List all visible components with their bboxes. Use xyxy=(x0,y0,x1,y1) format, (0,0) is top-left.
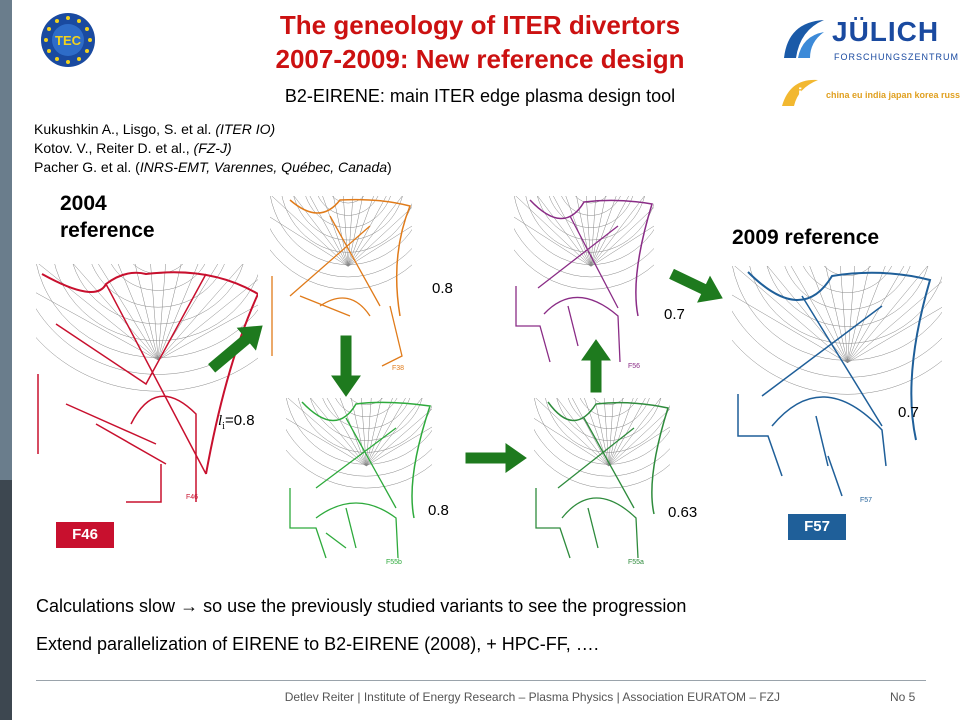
tec-logo-text: TEC xyxy=(55,33,82,48)
li-label: li=0.8 xyxy=(218,412,255,432)
iter-logo: iter china eu india japan korea russia u… xyxy=(780,76,960,110)
arrow-f56-to-f57 xyxy=(669,268,723,303)
divertor-panel-f56: F56 xyxy=(514,196,654,370)
bullet-line-2: Extend parallelization of EIRENE to B2-E… xyxy=(36,634,599,654)
iter-partners-text: china eu india japan korea russia usa xyxy=(826,90,960,100)
panel-label-f55a: F55a xyxy=(628,559,644,566)
ref-2004-label: 2004 reference xyxy=(60,192,155,242)
title-line-1: The geneology of ITER divertors xyxy=(279,10,681,40)
footer-text: Detlev Reiter | Institute of Energy Rese… xyxy=(284,690,780,704)
julich-logo-subtext: FORSCHUNGSZENTRUM xyxy=(834,52,959,62)
value-f56: 0.7 xyxy=(664,306,685,323)
panel-label-f38: F38 xyxy=(392,365,404,372)
ref-2009-label: 2009 reference xyxy=(732,226,880,249)
sidebar-accent-bottom xyxy=(0,480,12,720)
author-list: Kukushkin A., Lisgo, S. et al. (ITER IO)… xyxy=(34,120,392,177)
divertor-panel-f46: F46 xyxy=(36,264,258,503)
divertor-panel-f38: F38 xyxy=(270,196,412,372)
sidebar-accent-top xyxy=(0,0,12,480)
arrow-f55b-to-f55a xyxy=(465,443,527,473)
badge-f57: F57 xyxy=(788,514,846,540)
iter-swirl-icon xyxy=(782,79,818,106)
badge-f46: F46 xyxy=(56,522,114,548)
bullet-line-1: Calculations slow → so use the previousl… xyxy=(36,596,687,616)
author-line-2: Kotov. V., Reiter D. et al., (FZ-J) xyxy=(34,140,232,156)
panel-label-f56: F56 xyxy=(628,363,640,370)
tec-logo: TEC xyxy=(41,13,95,67)
value-f57: 0.7 xyxy=(898,404,919,421)
divertor-panel-f57: F57 xyxy=(732,266,942,504)
value-f55b: 0.8 xyxy=(428,502,449,519)
page-subtitle: B2-EIRENE: main ITER edge plasma design … xyxy=(284,86,676,106)
julich-logo-text: JÜLICH xyxy=(832,16,940,47)
iter-logo-text: iter xyxy=(798,86,823,103)
divertor-panel-f55b: F55b xyxy=(286,398,432,566)
author-line-3: Pacher G. et al. (INRS-EMT, Varennes, Qu… xyxy=(34,159,392,175)
value-f38: 0.8 xyxy=(432,280,453,297)
author-line-1: Kukushkin A., Lisgo, S. et al. (ITER IO) xyxy=(34,121,276,137)
julich-emblem-icon xyxy=(784,20,824,58)
title-line-2: 2007-2009: New reference design xyxy=(275,44,685,74)
julich-logo: JÜLICH FORSCHUNGSZENTRUM xyxy=(780,10,958,70)
page-number: No 5 xyxy=(890,690,916,704)
panel-label-f46: F46 xyxy=(186,494,198,501)
footer-divider xyxy=(36,680,926,681)
panel-label-f55b: F55b xyxy=(386,559,402,566)
value-f55a: 0.63 xyxy=(668,504,698,521)
right-arrow-icon: → xyxy=(180,596,199,616)
panel-label-f57: F57 xyxy=(860,497,872,504)
page-title: The geneology of ITER divertors 2007-200… xyxy=(190,8,770,76)
divertor-panel-f55a: F55a xyxy=(534,398,670,566)
